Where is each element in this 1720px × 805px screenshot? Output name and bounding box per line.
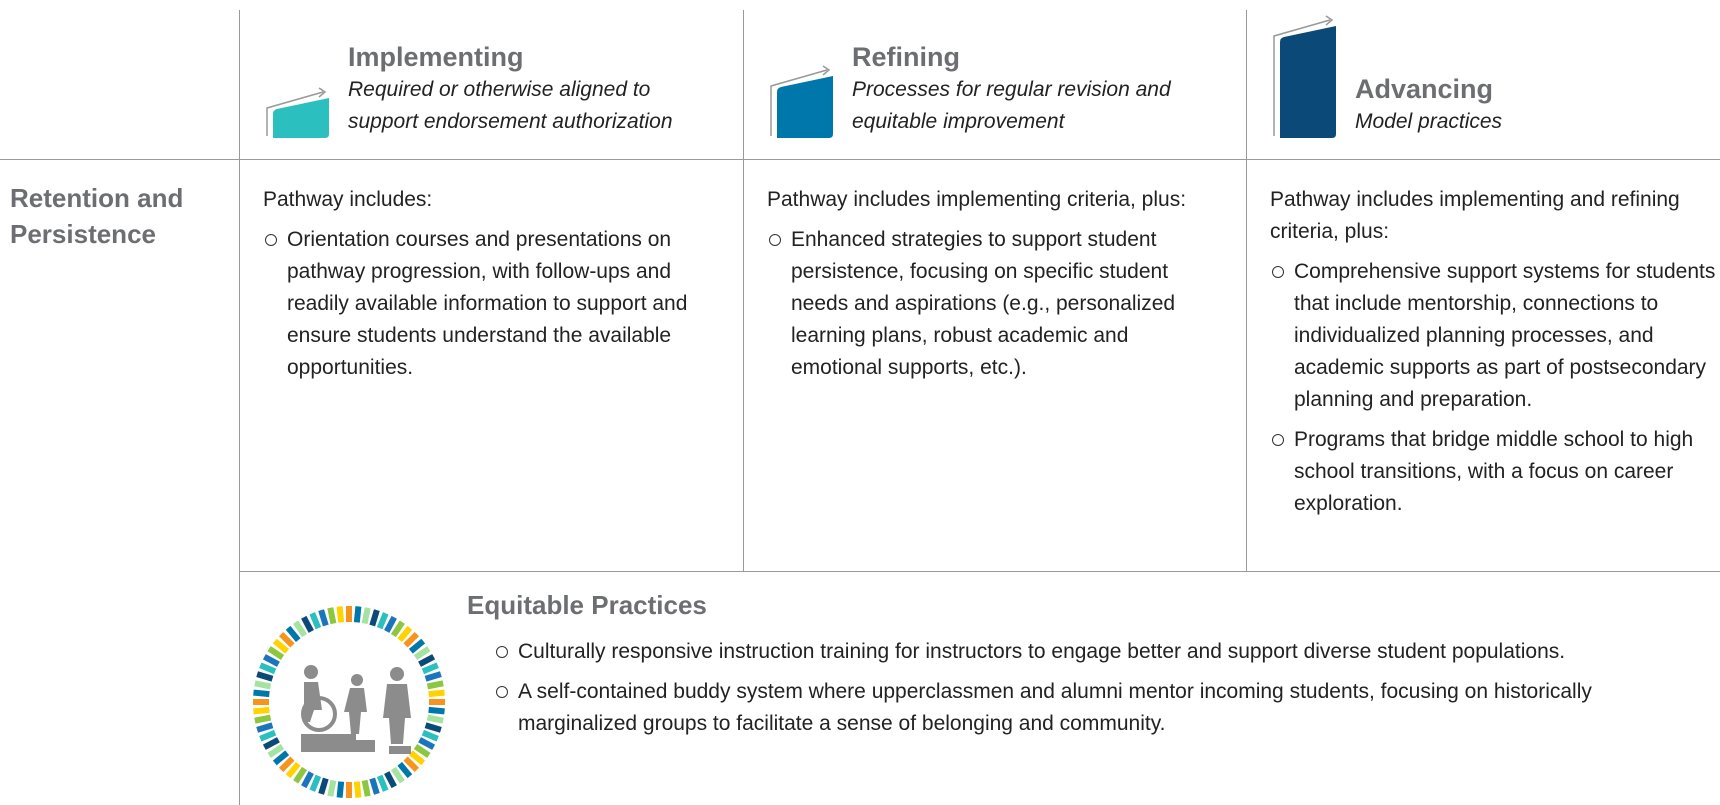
bullet [769, 234, 781, 246]
bullet [1272, 434, 1284, 446]
bullet-item: Culturally responsive instruction traini… [494, 636, 1714, 668]
bullet-item: Enhanced strategies to support student p… [767, 224, 1222, 384]
divider [1246, 10, 1247, 571]
cell-intro: Pathway includes implementing criteria, … [767, 188, 1187, 211]
bullet-text: Programs that bridge middle school to hi… [1294, 428, 1694, 515]
divider [0, 159, 1720, 160]
bullet-text: Culturally responsive instruction traini… [518, 640, 1566, 663]
column-subtitle: Required or otherwise aligned to support… [348, 78, 673, 133]
bullet-item: Comprehensive support systems for studen… [1270, 256, 1720, 416]
section-list: Culturally responsive instruction traini… [494, 636, 1714, 748]
bullet-item: Programs that bridge middle school to hi… [1270, 424, 1720, 520]
column-subtitle: Model practices [1355, 110, 1503, 133]
column-title: Advancing [1355, 74, 1494, 104]
cell: Pathway includes implementing criteria, … [767, 184, 1222, 392]
bullet [496, 646, 508, 658]
level-icon [770, 65, 833, 138]
cell: Pathway includes implementing and refini… [1270, 184, 1720, 528]
divider [743, 10, 744, 571]
column-title: Implementing [348, 42, 524, 72]
cell-intro: Pathway includes: [263, 188, 433, 211]
cell-intro: Pathway includes implementing and refini… [1270, 188, 1680, 243]
level-icon [1273, 15, 1336, 138]
bullet-item: Orientation courses and presentations on… [263, 224, 718, 384]
column-subtitle: Processes for regular revision and equit… [852, 78, 1171, 133]
bullet-item: A self-contained buddy system where uppe… [494, 676, 1714, 740]
section-title: Equitable Practices [467, 590, 707, 620]
bullet [496, 686, 508, 698]
column-title: Refining [852, 42, 960, 72]
divider [239, 10, 240, 805]
equity-emblem [253, 606, 445, 798]
bullet [1272, 266, 1284, 278]
level-icon [266, 87, 329, 138]
bullet-text: Comprehensive support systems for studen… [1294, 260, 1716, 411]
bullet [265, 234, 277, 246]
row-label: Retention and Persistence [10, 183, 184, 249]
bullet-text: A self-contained buddy system where uppe… [518, 680, 1592, 735]
divider [239, 571, 1720, 572]
cell: Pathway includes: Orientation courses and… [263, 184, 718, 392]
bullet-text: Enhanced strategies to support student p… [791, 228, 1176, 379]
bullet-text: Orientation courses and presentations on… [287, 228, 688, 379]
